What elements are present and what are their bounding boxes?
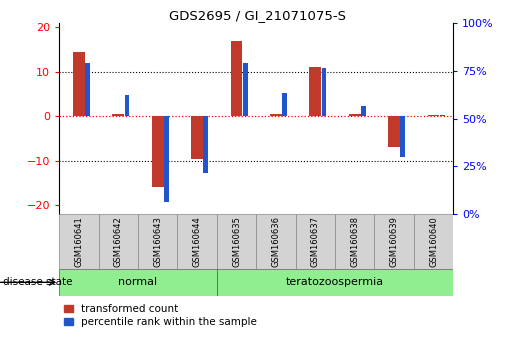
Bar [270, 114, 282, 116]
Text: teratozoospermia: teratozoospermia [286, 277, 384, 287]
Text: GSM160643: GSM160643 [153, 216, 162, 267]
Text: GSM160640: GSM160640 [429, 216, 438, 267]
Text: GSM160636: GSM160636 [271, 216, 280, 267]
Text: normal: normal [118, 277, 158, 287]
Bar [112, 114, 124, 116]
Bar [138, 214, 177, 269]
Bar [400, 116, 405, 157]
Text: GSM160635: GSM160635 [232, 216, 241, 267]
Bar [85, 63, 90, 116]
Bar [59, 269, 217, 296]
Bar [349, 114, 360, 116]
Bar [243, 63, 248, 116]
Bar [59, 214, 99, 269]
Bar [99, 214, 138, 269]
Bar [374, 214, 414, 269]
Bar [296, 214, 335, 269]
Bar [361, 106, 366, 116]
Text: GSM160638: GSM160638 [350, 216, 359, 267]
Legend: transformed count, percentile rank within the sample: transformed count, percentile rank withi… [64, 304, 257, 327]
Bar [177, 214, 217, 269]
Bar [321, 68, 327, 116]
Bar [125, 95, 129, 116]
Bar [217, 214, 256, 269]
Text: GSM160637: GSM160637 [311, 216, 320, 267]
Bar [203, 116, 208, 173]
Bar [310, 68, 321, 116]
Bar [335, 214, 374, 269]
Bar [231, 41, 243, 116]
Text: GSM160642: GSM160642 [114, 216, 123, 267]
Bar [164, 116, 169, 202]
Text: GDS2695 / GI_21071075-S: GDS2695 / GI_21071075-S [169, 9, 346, 22]
Bar [217, 269, 453, 296]
Bar [282, 93, 287, 116]
Bar [152, 116, 164, 188]
Bar [191, 116, 203, 159]
Bar [388, 116, 400, 148]
Text: GSM160639: GSM160639 [390, 216, 399, 267]
Bar [256, 214, 296, 269]
Text: GSM160644: GSM160644 [193, 216, 201, 267]
Bar [440, 115, 444, 116]
Bar [427, 115, 439, 116]
Bar [414, 214, 453, 269]
Bar [73, 52, 85, 116]
Text: disease state: disease state [3, 277, 72, 287]
Text: GSM160641: GSM160641 [75, 216, 83, 267]
